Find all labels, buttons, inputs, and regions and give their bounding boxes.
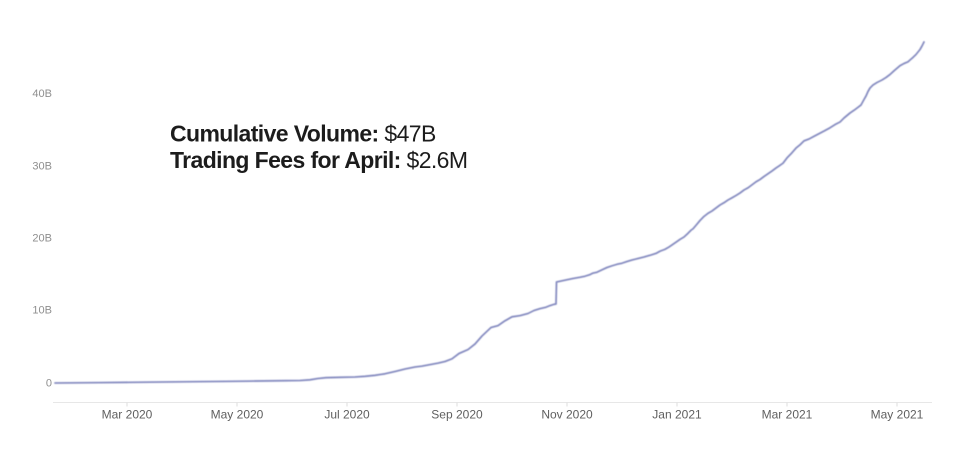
svg-text:Sep 2020: Sep 2020 xyxy=(431,408,483,422)
svg-text:0: 0 xyxy=(46,378,52,390)
svg-text:Trading Fees for April: $2.6M: Trading Fees for April: $2.6M xyxy=(170,147,467,173)
svg-text:40B: 40B xyxy=(32,88,52,100)
svg-text:Jan 2021: Jan 2021 xyxy=(652,408,702,422)
svg-text:Mar 2021: Mar 2021 xyxy=(762,408,813,422)
svg-text:Mar 2020: Mar 2020 xyxy=(102,408,153,422)
svg-text:Jul 2020: Jul 2020 xyxy=(324,408,370,422)
svg-text:May 2020: May 2020 xyxy=(211,408,264,422)
svg-text:10B: 10B xyxy=(32,305,52,317)
svg-text:Cumulative Volume: $47B: Cumulative Volume: $47B xyxy=(170,121,436,147)
svg-text:20B: 20B xyxy=(32,233,52,245)
svg-text:May 2021: May 2021 xyxy=(871,408,924,422)
svg-text:Nov 2020: Nov 2020 xyxy=(541,408,593,422)
svg-text:30B: 30B xyxy=(32,161,52,173)
